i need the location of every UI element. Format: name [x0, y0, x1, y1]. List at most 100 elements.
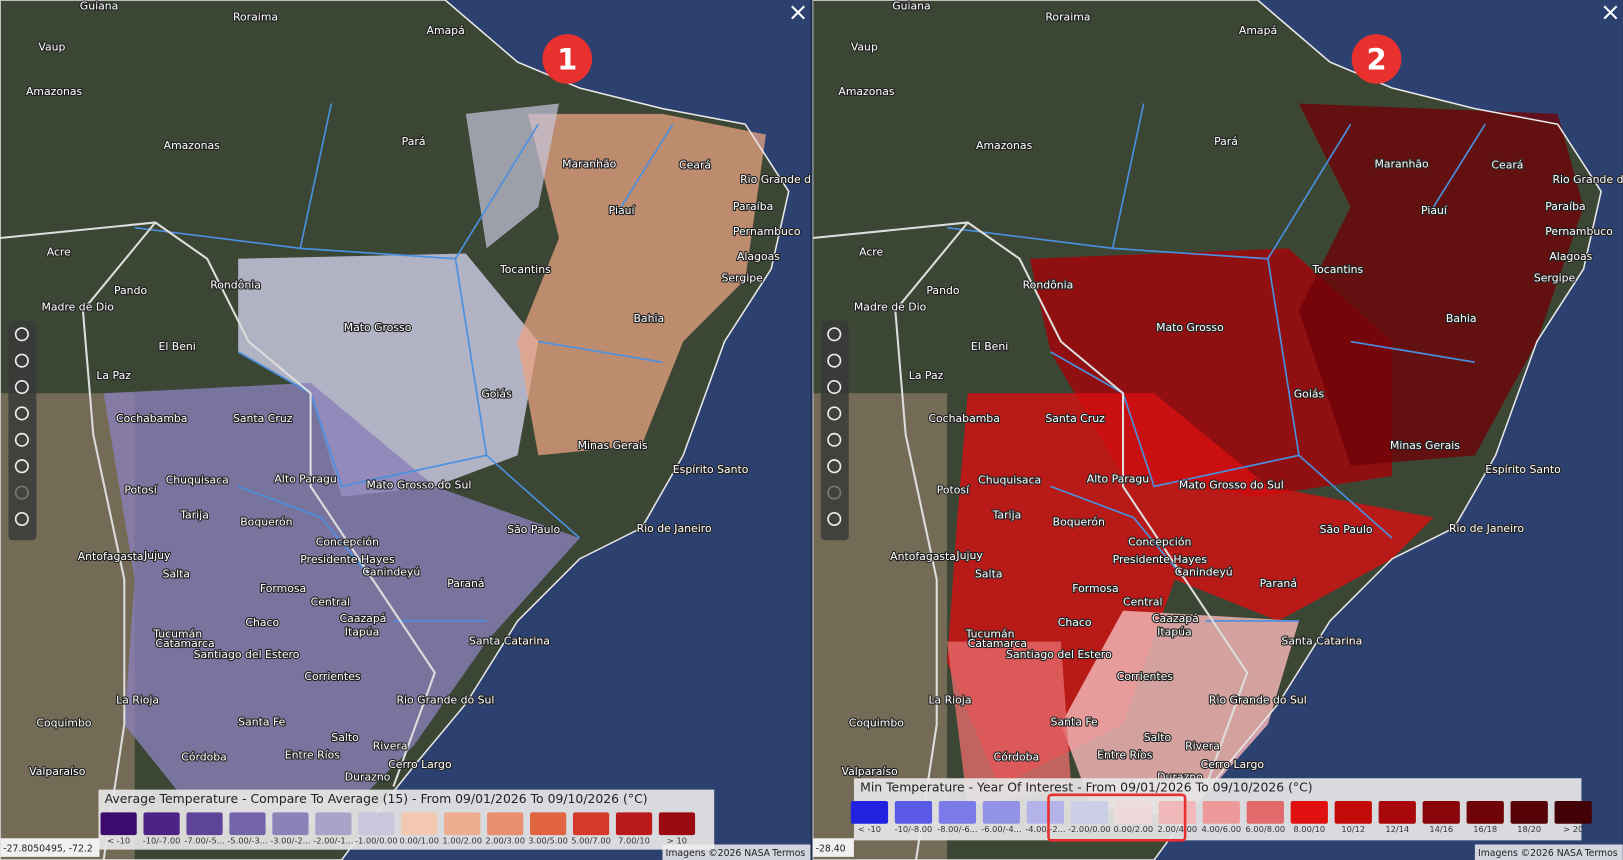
place-label: Córdoba — [181, 751, 227, 764]
place-label: El Beni — [971, 340, 1008, 353]
legend-label: -6.00/-4... — [981, 824, 1021, 834]
place-label: Chuquisaca — [978, 473, 1041, 486]
place-label: Goiás — [1294, 387, 1325, 400]
terms-link[interactable]: Termos — [771, 848, 805, 859]
legend-label: 7.00/10 — [618, 835, 650, 845]
place-label: Itapúa — [1157, 625, 1192, 638]
toolbar-button[interactable] — [827, 327, 842, 342]
toolbar-button[interactable] — [827, 380, 842, 395]
toolbar-button[interactable] — [14, 406, 29, 421]
toolbar-button[interactable] — [14, 327, 29, 342]
place-label: Cerro Largo — [388, 758, 452, 771]
place-label: Piauí — [1421, 204, 1448, 217]
place-label: Potosí — [937, 484, 970, 497]
legend-swatch — [938, 801, 977, 824]
legend-swatch — [982, 801, 1021, 824]
legend-label: > 10 — [667, 835, 687, 845]
place-label: São Paulo — [1320, 523, 1373, 536]
toolbar-button[interactable] — [827, 432, 842, 447]
place-label: Alagoas — [1549, 250, 1592, 263]
legend-label: 8.00/10 — [1293, 824, 1325, 834]
legend-label: -7.00/-5... — [184, 835, 224, 845]
coastline — [0, 0, 790, 860]
place-label: Rondônia — [1023, 279, 1074, 292]
place-label: Durazno — [345, 770, 391, 783]
legend-swatch — [894, 801, 933, 824]
place-label: Tarija — [992, 508, 1022, 521]
place-label: Vaup — [38, 41, 65, 54]
place-label: Roraima — [1045, 11, 1090, 24]
place-label: Pernambuco — [1545, 225, 1613, 238]
place-label: Pernambuco — [733, 225, 801, 238]
place-label: Maranhão — [1374, 158, 1429, 171]
legend-label: -2.00/-1... — [313, 835, 353, 845]
place-label: Tucumán — [965, 627, 1015, 640]
toolbar-button[interactable] — [14, 511, 29, 527]
place-label: São Paulo — [507, 523, 560, 536]
place-label: Canindeyú — [1175, 565, 1233, 578]
place-label: Amapá — [1239, 24, 1277, 37]
legend-title: Min Temperature - Year Of Interest - Fro… — [860, 780, 1313, 795]
legend-swatch — [1246, 801, 1284, 824]
legend-label: 5.00/7.00 — [571, 835, 611, 845]
legend-label: 18/20 — [1517, 824, 1541, 834]
place-label: La Rioja — [116, 694, 159, 707]
toolbar-button[interactable] — [827, 353, 842, 368]
attribution-bar — [1474, 844, 1623, 860]
toolbar-button[interactable] — [14, 432, 29, 447]
close-button[interactable] — [791, 5, 805, 20]
place-label: Boquerón — [1053, 516, 1105, 529]
place-label: Corrientes — [304, 670, 360, 683]
toolbar-button[interactable] — [14, 485, 29, 500]
place-label: Entre Ríos — [1097, 749, 1153, 762]
place-label: Mato Grosso — [344, 321, 412, 334]
place-label: Pará — [402, 135, 426, 148]
place-label: Santa Fe — [238, 715, 285, 728]
highlight-box — [1047, 793, 1187, 842]
place-label: Cochabamba — [116, 412, 187, 425]
legend-swatch — [1466, 801, 1504, 824]
legend-label: -8.00/-6... — [937, 824, 977, 834]
toolbar-button[interactable] — [14, 380, 29, 395]
place-label: Itapúa — [345, 625, 380, 638]
place-label: Cochabamba — [928, 412, 999, 425]
toolbar-button[interactable] — [827, 485, 842, 500]
place-label: Rondônia — [210, 279, 261, 292]
legend-label: 12/14 — [1385, 824, 1409, 834]
state-borders — [134, 103, 674, 622]
toolbar-button[interactable] — [14, 459, 29, 474]
toolbar-button[interactable] — [827, 511, 842, 527]
place-label: Bahia — [633, 312, 664, 325]
state-borders — [946, 103, 1486, 622]
place-label: Valparaíso — [29, 765, 86, 778]
terms-link[interactable]: Termos — [1584, 848, 1618, 859]
place-label: Canindeyú — [362, 565, 420, 578]
legend-label: -1.00/0.00 — [355, 835, 398, 845]
legend-label: -4.00/-2... — [1025, 824, 1065, 834]
place-label: Alto Paragu — [1087, 472, 1149, 485]
country-borders — [812, 221, 1249, 860]
place-label: Madre de Dio — [854, 300, 927, 313]
place-label: Entre Ríos — [285, 749, 341, 762]
place-label: Amazonas — [26, 85, 83, 98]
place-label: Goiás — [481, 387, 512, 400]
close-button[interactable] — [1603, 5, 1618, 20]
legend-swatch — [315, 812, 352, 836]
place-label: Corrientes — [1117, 670, 1173, 683]
legend-swatch — [100, 812, 137, 836]
place-label: La Paz — [96, 369, 131, 382]
legend-swatch — [487, 812, 524, 836]
toolbar-button[interactable] — [827, 406, 842, 421]
coordinates-box — [812, 838, 854, 857]
place-label: Guiana — [80, 0, 119, 12]
place-label: Rivera — [373, 739, 408, 752]
toolbar-button[interactable] — [14, 353, 29, 368]
place-label: Santa Catarina — [1281, 635, 1362, 648]
temperature-area — [1298, 103, 1584, 466]
coordinates: -27.8050495, -72.2 — [3, 844, 93, 855]
place-label: Minas Gerais — [578, 439, 648, 452]
legend-label: 16/18 — [1473, 824, 1497, 834]
toolbar-button[interactable] — [827, 459, 842, 474]
place-label: Coquimbo — [849, 716, 904, 729]
